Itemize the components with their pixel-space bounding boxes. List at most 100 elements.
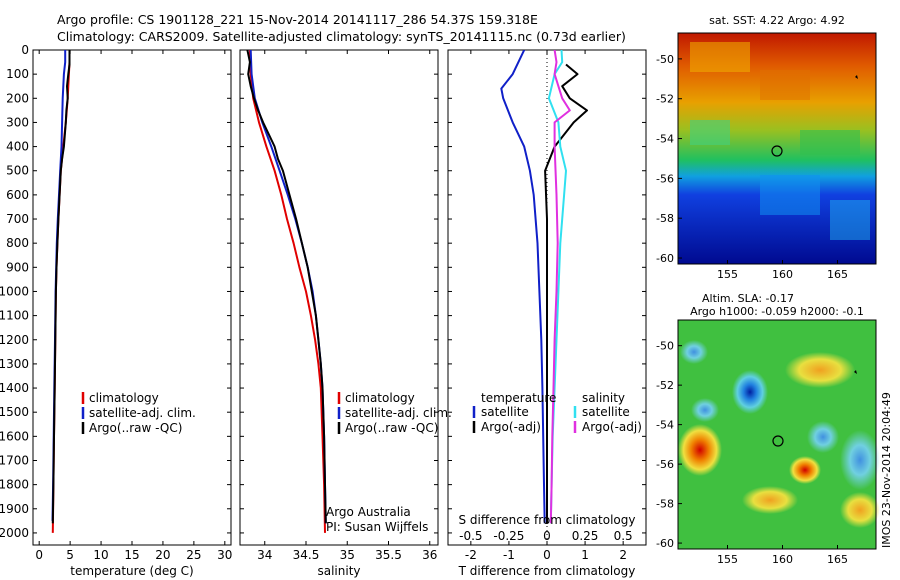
map-y-tick-label: -56 <box>656 458 674 471</box>
sst-cool-patch <box>800 130 860 155</box>
legend-climatology: climatology <box>345 391 415 405</box>
map-x-tick-label: 165 <box>827 553 848 566</box>
y-tick-label: 400 <box>6 140 29 154</box>
map-y-tick-label: -54 <box>656 419 674 432</box>
y-tick-label: 600 <box>6 188 29 202</box>
sla-map-title-line2: Argo h1000: -0.059 h2000: -0.1 <box>690 305 864 318</box>
y-tick-label: 100 <box>6 67 29 81</box>
map-x-tick-label: 155 <box>717 268 738 281</box>
sla-low <box>691 398 719 422</box>
map-y-tick-label: -52 <box>656 93 674 106</box>
legend-salinity-heading: salinity <box>582 391 625 405</box>
map-y-tick-label: -50 <box>656 53 674 66</box>
legend-t-argo: Argo(-adj) <box>481 420 541 434</box>
title-line1: Argo profile: CS 1901128_221 15-Nov-2014… <box>57 12 538 27</box>
sla-map <box>677 319 880 550</box>
sla-high <box>789 456 821 484</box>
sst-map <box>677 32 877 265</box>
temperature-legend: climatology satellite-adj. clim. Argo(..… <box>81 391 196 435</box>
legend-satellite: satellite-adj. clim. <box>89 406 196 420</box>
salinity-panel-frame <box>239 49 439 546</box>
map-y-tick-label: -54 <box>656 133 674 146</box>
float-track <box>855 75 858 79</box>
series-line <box>248 50 326 533</box>
s-tick-label: -0.5 <box>459 529 482 543</box>
map-x-tick-label: 165 <box>827 268 848 281</box>
y-tick-label: 300 <box>6 115 29 129</box>
y-tick-label: 1000 <box>0 284 29 298</box>
title-line2: Climatology: CARS2009. Satellite-adjuste… <box>57 29 626 44</box>
y-tick-label: 2000 <box>0 526 29 540</box>
sla-low <box>680 340 708 364</box>
x-tick-label: 36 <box>422 548 437 562</box>
map-y-tick-label: -56 <box>656 172 674 185</box>
map-y-tick-label: -60 <box>656 537 674 550</box>
legend-temperature-heading: temperature <box>481 391 556 405</box>
y-tick-label: 500 <box>6 164 29 178</box>
sla-high <box>742 486 798 514</box>
y-tick-label: 1800 <box>0 478 29 492</box>
map-y-tick-label: -50 <box>656 340 674 353</box>
y-tick-label: 700 <box>6 212 29 226</box>
s-difference-label: S difference from climatology <box>459 513 636 527</box>
x-tick-label: 10 <box>93 548 108 562</box>
x-tick-label: 0 <box>35 548 43 562</box>
y-tick-label: 1300 <box>0 357 29 371</box>
map-x-tick-label: 160 <box>772 268 793 281</box>
sst-warm-patch <box>690 42 750 72</box>
x-tick-label: 20 <box>155 548 170 562</box>
y-tick-label: 0 <box>21 43 29 57</box>
series-line <box>246 50 327 524</box>
map-y-tick-label: -60 <box>656 252 674 265</box>
series-line <box>51 50 71 524</box>
x-tick-label: -2 <box>465 548 477 562</box>
s-tick-label: -0.25 <box>493 529 524 543</box>
sst-cold-patch <box>830 200 870 240</box>
x-tick-label: 34.5 <box>293 548 320 562</box>
y-tick-label: 200 <box>6 91 29 105</box>
y-tick-label: 1100 <box>0 309 29 323</box>
legend-argo: Argo(..raw -QC) <box>345 421 438 435</box>
map-x-tick-label: 155 <box>717 553 738 566</box>
credit-line2: PI: Susan Wijffels <box>326 520 428 534</box>
credit-line1: Argo Australia <box>326 505 411 519</box>
float-track <box>854 370 857 374</box>
y-tick-label: 900 <box>6 260 29 274</box>
legend-argo: Argo(..raw -QC) <box>89 421 182 435</box>
sst-warm-patch <box>760 70 810 100</box>
y-tick-label: 1600 <box>0 429 29 443</box>
s-tick-label: 0 <box>543 529 551 543</box>
x-tick-label: 35 <box>340 548 355 562</box>
x-tick-label: 0 <box>543 548 551 562</box>
temperature-xlabel: temperature (deg C) <box>70 564 193 578</box>
imos-timestamp: IMOS 23-Nov-2014 20:04:49 <box>880 392 893 548</box>
legend-climatology: climatology <box>89 391 159 405</box>
sst-cold-patch <box>760 175 820 215</box>
map-y-tick-label: -58 <box>656 498 674 511</box>
map-y-tick-label: -52 <box>656 379 674 392</box>
sla-low <box>807 421 839 453</box>
sla-low <box>732 370 768 414</box>
x-tick-label: 35.5 <box>375 548 402 562</box>
legend-s-argo: Argo(-adj) <box>582 420 642 434</box>
x-tick-label: 30 <box>217 548 232 562</box>
x-tick-label: 2 <box>619 548 627 562</box>
legend-satellite: satellite-adj. clim. <box>345 406 452 420</box>
s-tick-label: 0.5 <box>614 529 633 543</box>
sla-high <box>785 352 855 388</box>
y-tick-label: 1700 <box>0 453 29 467</box>
y-tick-label: 1200 <box>0 333 29 347</box>
map-x-tick-label: 160 <box>772 553 793 566</box>
argo-location-marker <box>771 145 783 157</box>
legend-t-satellite: satellite <box>481 405 529 419</box>
x-tick-label: 15 <box>124 548 139 562</box>
salinity-legend: climatology satellite-adj. clim. Argo(..… <box>337 391 452 435</box>
sst-map-frame <box>677 32 877 265</box>
argo-location-marker <box>772 435 784 447</box>
s-tick-label: 0.25 <box>572 529 599 543</box>
x-tick-label: 34 <box>257 548 272 562</box>
t-difference-xlabel: T difference from climatology <box>458 564 636 578</box>
salinity-xlabel: salinity <box>317 564 360 578</box>
map-y-tick-label: -58 <box>656 212 674 225</box>
